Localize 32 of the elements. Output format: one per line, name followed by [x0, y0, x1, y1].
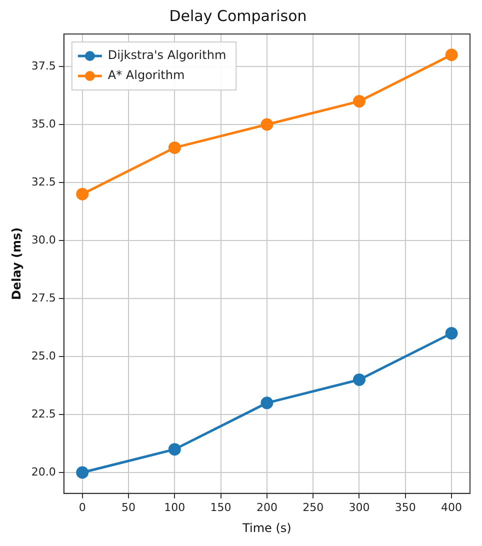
point [260, 396, 274, 410]
y-tick-label: 20.0 [31, 465, 56, 478]
chart-title: Delay Comparison [169, 6, 307, 25]
x-tick-label: 0 [78, 500, 86, 514]
y-tick-label: 25.0 [31, 349, 56, 362]
x-tick-label: 50 [122, 500, 136, 514]
x-tick-label: 150 [210, 500, 232, 514]
y-tick-label: 22.5 [31, 407, 56, 420]
x-axis-title: Time (s) [242, 520, 292, 535]
point [260, 118, 274, 131]
x-tick-label: 400 [441, 500, 462, 514]
x-tick-label: 100 [164, 500, 186, 514]
x-tick-label: 200 [256, 500, 278, 514]
y-axis-title: Delay (ms) [9, 227, 24, 300]
point [352, 95, 366, 108]
y-tick-label: 32.5 [31, 175, 56, 188]
y-tick-label: 30.0 [31, 233, 56, 246]
point [168, 443, 181, 456]
point [76, 188, 89, 200]
legend-label: Dijkstra's Algorithm [108, 48, 226, 62]
x-tick-label: 300 [348, 500, 370, 514]
point [76, 466, 89, 479]
point [168, 141, 181, 154]
y-tick-label: 27.5 [31, 291, 56, 304]
point [445, 48, 458, 62]
x-tick-label: 350 [394, 500, 416, 514]
y-tick-label: 35.0 [31, 117, 56, 130]
point [445, 327, 458, 340]
legend-label: A* Algorithm [108, 68, 185, 82]
x-tick-label: 250 [302, 500, 324, 514]
point [352, 373, 366, 386]
y-tick-label: 37.5 [31, 59, 56, 72]
